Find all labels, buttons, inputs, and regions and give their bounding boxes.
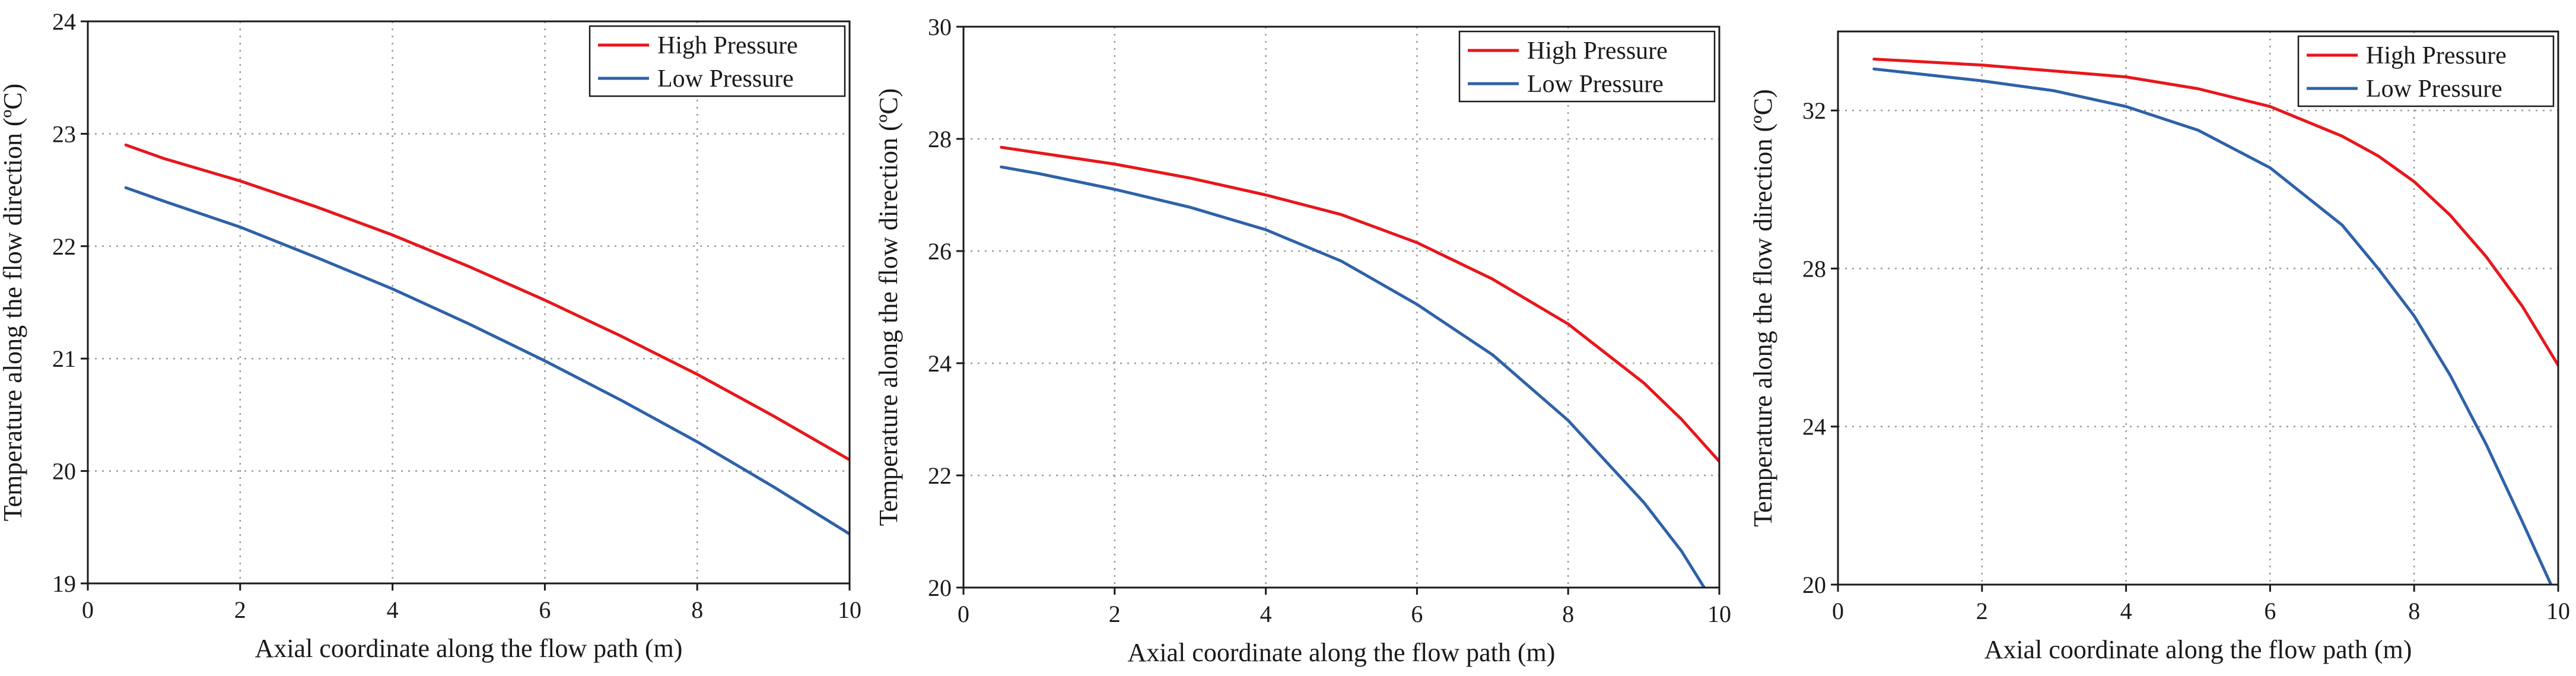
y-tick-label: 19 [52, 570, 76, 597]
legend: High Pressure Low Pressure [1458, 30, 1716, 103]
x-tick-label: 8 [1562, 601, 1574, 627]
grid [963, 27, 1719, 588]
low-pressure-line [1872, 67, 2553, 585]
y-tick-label: 22 [928, 462, 952, 489]
y-axis-label: Temperature along the flow direction (ºC… [1748, 89, 1777, 527]
y-axis-label: Temperature along the flow direction (ºC… [0, 84, 27, 522]
y-tick-label: 20 [1802, 572, 1826, 598]
legend-label-high-pressure: High Pressure [2366, 42, 2507, 69]
y-tick-label: 20 [52, 458, 76, 485]
y-tick-label: 28 [1802, 255, 1826, 282]
x-tick-label: 2 [1109, 601, 1121, 627]
y-tick-label: 28 [928, 126, 952, 153]
x-tick-label: 6 [539, 596, 551, 623]
legend: High Pressure Low Pressure [589, 25, 846, 97]
y-axis-label: Temperature along the flow direction (ºC… [874, 88, 903, 526]
x-axis-label: Axial coordinate along the flow path (m) [1985, 635, 2412, 664]
plot-frame [87, 20, 851, 585]
high-pressure-line [1000, 145, 1719, 463]
x-tick-label: 2 [234, 596, 246, 623]
plot-frame [962, 26, 1720, 589]
legend-box [2297, 35, 2555, 107]
low-pressure-line [1000, 165, 1706, 588]
y-tick-label: 24 [1802, 414, 1826, 440]
x-tick-label: 2 [1976, 598, 1988, 624]
high-pressure-line [124, 143, 850, 462]
y-tick-label: 20 [928, 575, 952, 601]
grid [1838, 31, 2558, 585]
x-tick-label: 0 [82, 596, 94, 623]
x-tick-label: 4 [2120, 598, 2132, 624]
x-tick-label: 4 [1260, 601, 1272, 627]
x-tick-label: 10 [838, 596, 861, 623]
x-tick-label: 6 [1411, 601, 1423, 627]
grid [88, 21, 850, 583]
x-tick-label: 4 [387, 596, 399, 623]
y-tick-label: 22 [52, 233, 76, 260]
y-tick-label: 32 [1802, 97, 1826, 124]
high-pressure-line [1872, 58, 2558, 367]
y-tick-label: 24 [52, 8, 76, 35]
x-tick-label: 8 [691, 596, 703, 623]
y-tick-label: 30 [928, 14, 952, 40]
y-tick-label: 23 [52, 120, 76, 147]
legend-box [1458, 30, 1716, 103]
x-tick-label: 10 [1707, 601, 1731, 627]
y-tick-label: 26 [928, 238, 952, 265]
legend: High Pressure Low Pressure [2297, 35, 2555, 107]
y-tick-label: 24 [928, 350, 952, 377]
legend-label-high-pressure: High Pressure [657, 32, 798, 59]
x-axis-label: Axial coordinate along the flow path (m) [1128, 638, 1556, 667]
legend-label-low-pressure: Low Pressure [2366, 75, 2502, 103]
plot-frame [1837, 30, 2559, 586]
legend-label-high-pressure: High Pressure [1527, 37, 1668, 65]
x-tick-label: 0 [1832, 598, 1844, 624]
legend-label-low-pressure: Low Pressure [657, 65, 794, 93]
low-pressure-line [124, 186, 850, 536]
x-tick-label: 10 [2546, 598, 2570, 624]
y-tick-label: 21 [52, 345, 76, 372]
legend-box [589, 25, 846, 97]
x-axis-label: Axial coordinate along the flow path (m) [255, 634, 683, 663]
x-tick-label: 0 [958, 601, 969, 627]
x-tick-label: 8 [2408, 598, 2420, 624]
legend-label-low-pressure: Low Pressure [1527, 71, 1664, 98]
x-tick-label: 6 [2264, 598, 2276, 624]
